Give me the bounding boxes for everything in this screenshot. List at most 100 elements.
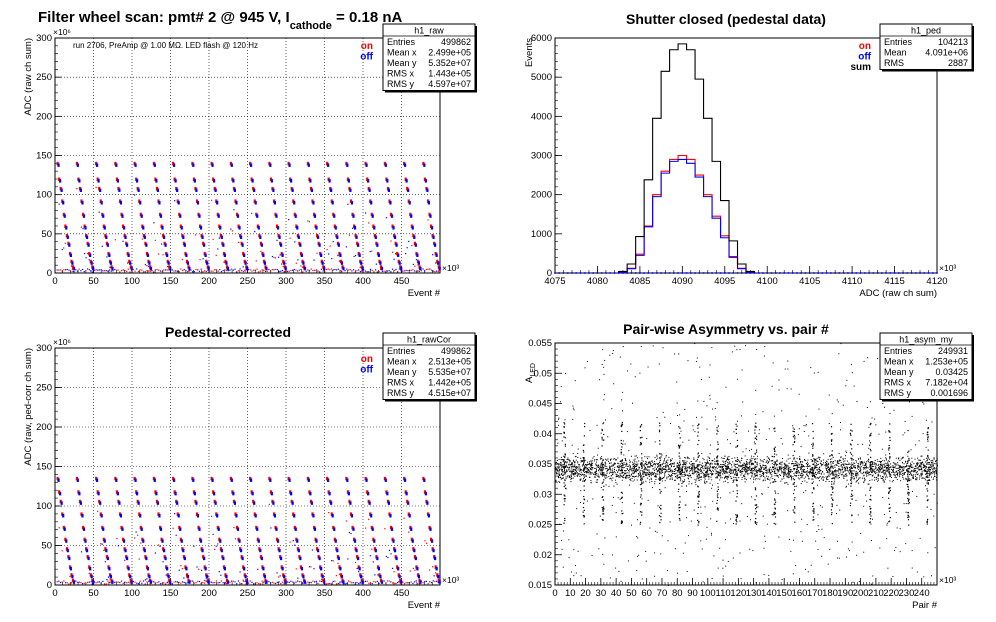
data-point	[249, 269, 251, 271]
data-point	[309, 491, 312, 496]
data-point	[136, 491, 139, 496]
data-point	[425, 268, 428, 271]
data-point	[854, 465, 856, 467]
data-point	[633, 467, 635, 469]
data-point	[263, 261, 267, 265]
data-point	[762, 471, 764, 473]
data-point	[884, 465, 886, 467]
data-point	[203, 582, 206, 584]
data-point	[926, 459, 928, 461]
data-point	[866, 467, 868, 469]
data-point	[326, 248, 328, 251]
data-point	[384, 528, 386, 530]
data-point	[648, 473, 650, 475]
data-point	[349, 501, 352, 505]
data-point	[899, 466, 901, 468]
data-point	[840, 471, 842, 473]
data-point	[810, 459, 812, 461]
data-point	[715, 470, 717, 472]
data-point	[207, 580, 210, 584]
data-point	[815, 474, 817, 476]
data-point	[192, 271, 194, 273]
data-point	[805, 471, 807, 473]
y-tick-label: 6000	[531, 33, 552, 44]
data-point	[640, 463, 642, 465]
data-point	[83, 582, 85, 584]
data-point	[817, 472, 819, 474]
data-point	[726, 465, 728, 467]
data-point	[755, 470, 757, 472]
data-point	[695, 467, 697, 469]
data-point	[400, 266, 403, 271]
data-point	[921, 462, 923, 464]
data-point	[711, 479, 713, 481]
data-point	[566, 464, 568, 466]
data-point	[68, 243, 71, 247]
data-point	[143, 235, 146, 239]
x-tick-label: 150	[163, 276, 179, 287]
data-point	[574, 466, 576, 468]
data-point	[916, 472, 918, 474]
data-point	[644, 469, 646, 471]
data-point	[695, 460, 697, 462]
data-point	[72, 266, 76, 271]
data-point	[650, 473, 652, 475]
data-point	[851, 468, 853, 470]
data-point	[595, 474, 597, 476]
data-point	[710, 472, 712, 474]
data-point	[629, 467, 631, 469]
data-point	[660, 477, 662, 479]
data-point	[690, 468, 692, 470]
data-point	[779, 474, 781, 476]
data-point	[658, 469, 660, 471]
data-point	[124, 269, 126, 272]
data-point	[694, 479, 696, 481]
data-point	[102, 270, 104, 272]
data-point	[346, 163, 349, 167]
data-point	[172, 478, 176, 482]
data-point	[254, 231, 256, 233]
data-point	[739, 471, 741, 473]
baseline-marker	[673, 272, 675, 274]
data-point	[912, 470, 914, 472]
data-point	[284, 582, 286, 584]
data-point	[703, 459, 705, 461]
data-point	[611, 472, 613, 474]
data-point	[236, 271, 238, 273]
data-point	[797, 477, 799, 479]
data-point	[195, 269, 197, 271]
data-point	[771, 475, 773, 477]
data-point	[790, 476, 792, 478]
data-point	[243, 253, 246, 257]
data-point	[741, 479, 743, 481]
data-point	[625, 472, 627, 474]
data-point	[933, 463, 935, 465]
x-tick-label: 450	[394, 588, 410, 599]
data-point	[251, 270, 253, 272]
data-point	[330, 583, 333, 585]
data-point	[838, 465, 840, 467]
data-point	[183, 581, 185, 584]
data-point	[672, 471, 674, 473]
data-point	[185, 582, 187, 584]
data-point	[599, 468, 601, 470]
data-point	[802, 468, 804, 470]
data-point	[736, 457, 738, 459]
data-point	[819, 470, 821, 472]
data-point	[576, 475, 578, 477]
data-point	[639, 472, 641, 474]
data-point	[665, 471, 667, 473]
data-point	[59, 179, 62, 183]
data-point	[929, 474, 931, 476]
data-point	[272, 188, 275, 192]
data-point	[800, 463, 802, 465]
data-point	[153, 271, 155, 273]
data-point	[654, 481, 656, 483]
data-point	[712, 459, 714, 461]
data-point	[838, 468, 840, 470]
data-point	[769, 458, 771, 460]
data-point	[821, 476, 823, 478]
baseline-marker	[808, 272, 811, 274]
data-point	[704, 476, 706, 478]
data-point	[881, 477, 883, 479]
